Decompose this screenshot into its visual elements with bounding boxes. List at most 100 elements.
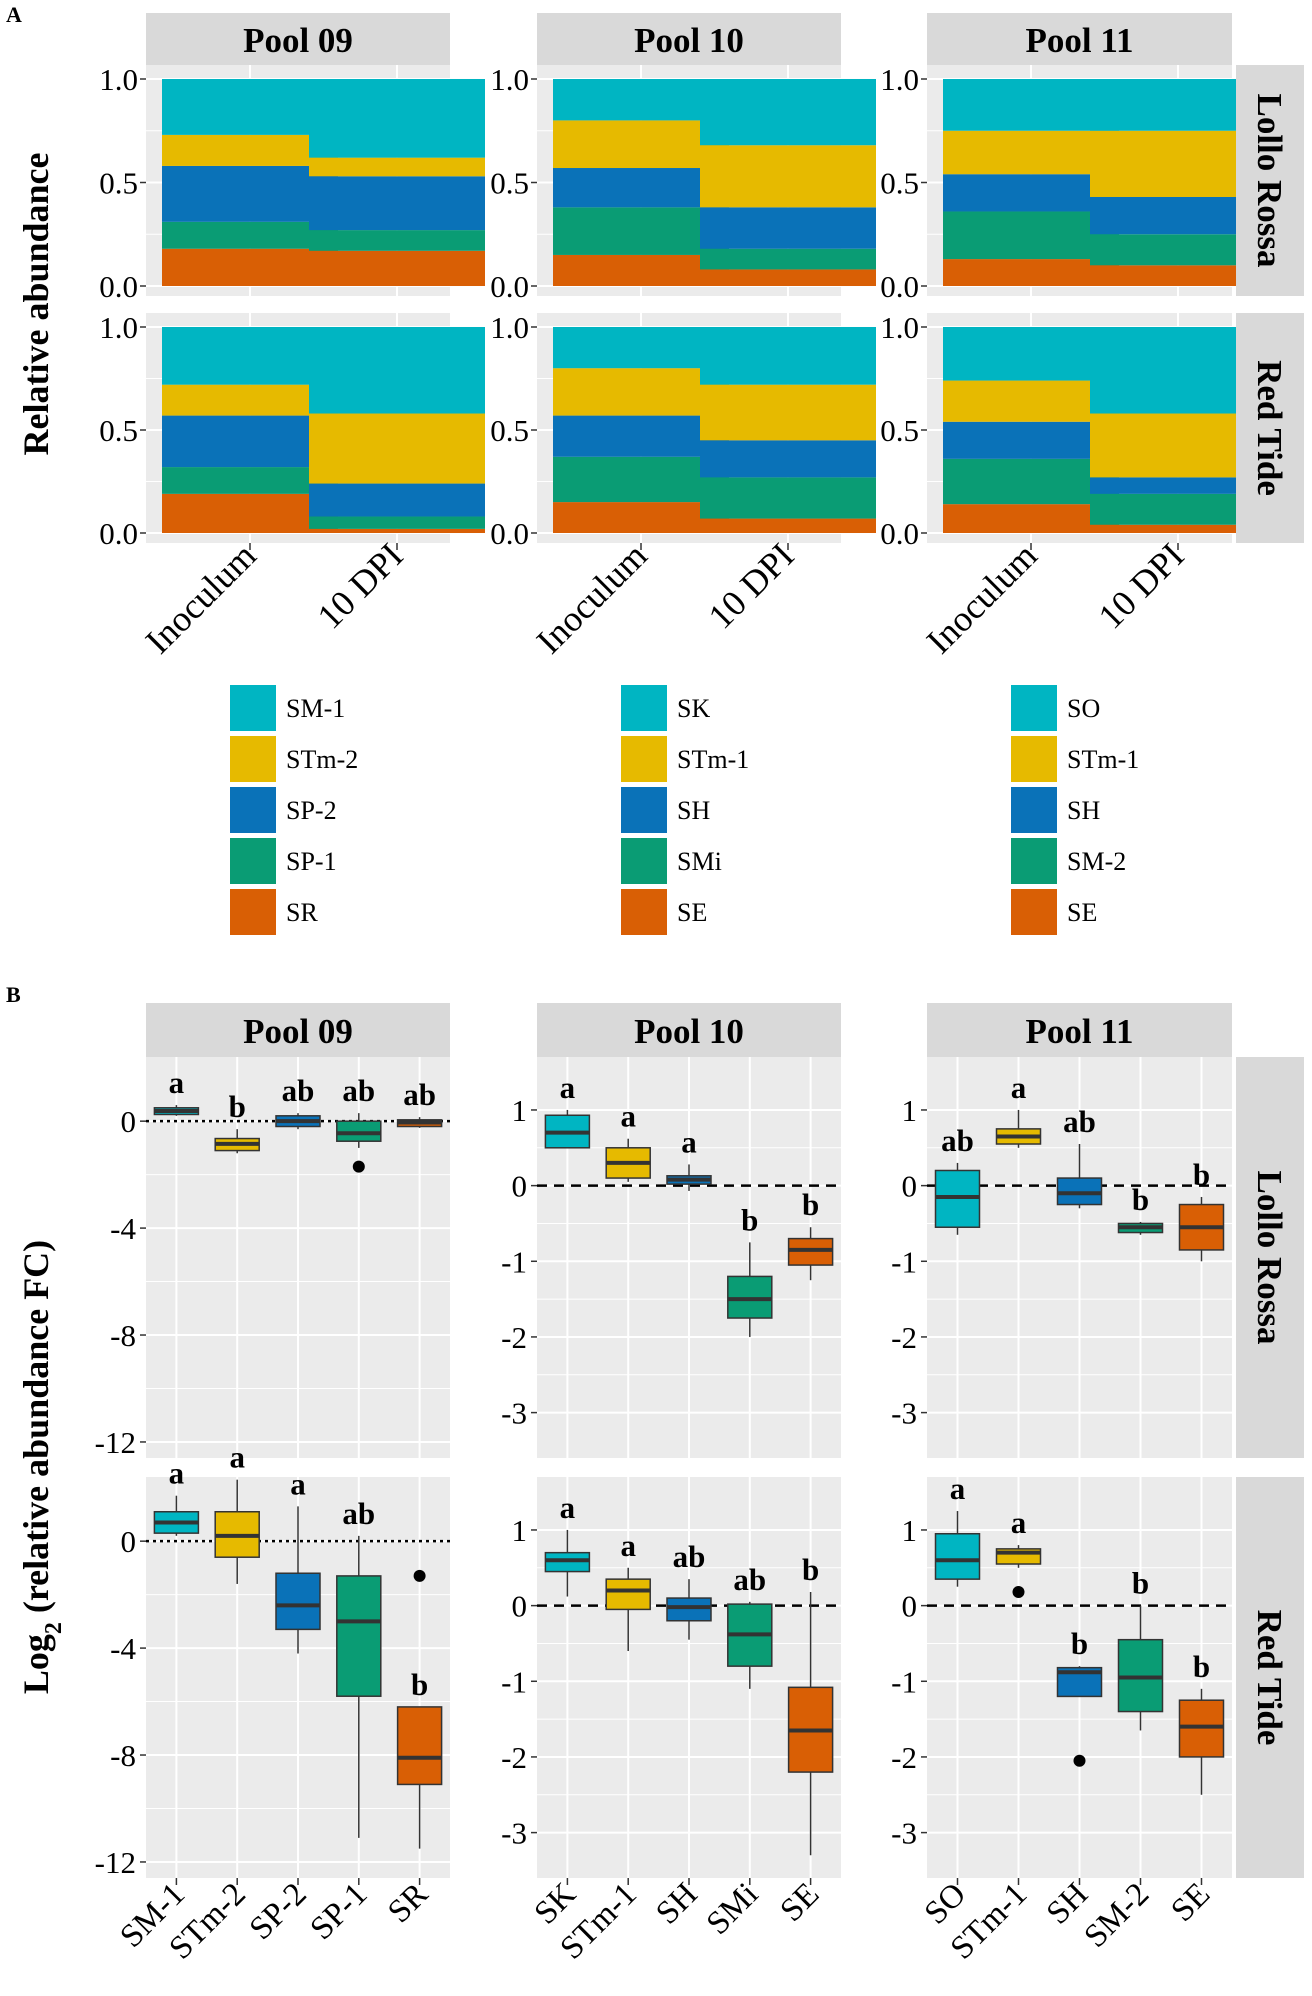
significance-label: a [1011,1505,1027,1540]
y-tick-label: 1 [512,1093,528,1128]
bar-segment-STm-1 [700,384,876,441]
significance-label: ab [342,1073,375,1108]
significance-label: ab [342,1496,375,1531]
y-tick-label: 1.0 [880,310,919,345]
x-tick-label: SP-1 [304,1876,375,1947]
significance-label: a [229,1440,245,1475]
significance-label: b [411,1667,428,1702]
bar-segment-SH [700,207,876,249]
y-tick-label: 0.5 [880,413,919,448]
legend-label: STm-1 [677,745,749,774]
outlier-point [413,1569,426,1582]
legend-label: STm-1 [1067,745,1139,774]
legend-swatch-STm-1 [1011,736,1057,782]
bar-segment-SE [700,518,876,533]
y-tick-label: 1 [902,1513,918,1548]
bar-segment-SM-2 [943,211,1119,260]
x-tick-label: 10 DPI [1091,535,1192,636]
bar-segment-SH [943,421,1119,459]
y-tick-label: -3 [501,1396,527,1431]
x-tick-label: 10 DPI [310,535,411,636]
bar-segment-STm-2 [309,157,485,177]
legend-swatch-SMi [621,838,667,884]
y-tick-label: 0 [512,1169,528,1204]
significance-label: a [169,1065,185,1100]
panel-a-letter: A [6,2,22,27]
bar-segment-SM-2 [943,458,1119,505]
bar-segment-SP-2 [309,483,485,517]
bar-segment-STm-1 [553,120,729,169]
bar-segment-STm-1 [943,380,1119,422]
box-SH [666,1597,712,1622]
box-SR [396,1706,443,1786]
bar-segment-SP-1 [162,221,338,249]
strip-right-b [1236,1477,1304,1878]
y-tick-label: 0.0 [99,269,138,304]
bar-segment-SE [943,259,1119,286]
bar-segment-SMi [700,248,876,270]
strip-right-a [1236,65,1304,296]
row-strip-label: Red Tide [1250,360,1289,496]
legend-label: SH [1067,796,1100,825]
legend-swatch-SK [621,685,667,731]
legend-swatch-STm-1 [621,736,667,782]
significance-label: a [620,1528,636,1563]
bar-segment-SH [943,174,1119,212]
x-tick-label: SMi [700,1876,766,1942]
pool-title-b: Pool 10 [634,1012,744,1051]
bar-segment-STm-2 [309,413,485,484]
y-tick-label: 0.5 [99,166,138,201]
pool-title-b: Pool 09 [243,1012,353,1051]
y-tick-label: 0.0 [99,516,138,551]
y-tick-label: 0.0 [490,516,529,551]
bar-segment-SH [553,168,729,208]
box-SO [934,1532,981,1580]
y-axis-title-main: Log [16,1634,56,1694]
bar-segment-SH [700,440,876,478]
y-tick-label: 0 [512,1589,528,1624]
y-tick-label: 1.0 [880,62,919,97]
legend-swatch-SR [230,889,276,935]
row-strip-label: Lollo Rossa [1250,93,1289,267]
y-tick-label: 0.5 [490,166,529,201]
bar-segment-SE [553,502,729,533]
legend-label: SMi [677,847,722,876]
y-tick-label: -3 [891,1396,917,1431]
bar-segment-SE [943,504,1119,533]
bar-segment-SP-2 [309,176,485,231]
y-tick-label: -4 [110,1631,136,1666]
x-tick-label: Inoculum [919,535,1045,661]
y-tick-label: -3 [891,1816,917,1851]
x-tick-label: Inoculum [529,535,655,661]
y-tick-label: 0.5 [880,166,919,201]
bar-segment-SH [1090,477,1266,494]
significance-label: ab [403,1077,436,1112]
bar-segment-SMi [553,456,729,503]
significance-label: a [169,1456,185,1491]
bar-segment-SMi [553,207,729,255]
significance-label: a [560,1490,576,1525]
bar-segment-SP-1 [309,516,485,529]
significance-label: a [620,1099,636,1134]
bar-segment-SE [700,269,876,286]
y-axis-title-b: Log2 (relative abundance FC) [16,1240,67,1694]
y-tick-label: -1 [501,1244,527,1279]
outlier-point [1012,1586,1025,1599]
legend-label: SH [677,796,710,825]
strip-top-b-3 [927,1003,1232,1057]
bar-segment-STm-1 [943,130,1119,175]
pool-title-a: Pool 11 [1026,21,1134,60]
bar-segment-SK [700,327,876,385]
panel-b-letter: B [6,982,21,1007]
y-tick-label: 0.5 [490,413,529,448]
strip-right-a [1236,313,1304,543]
significance-label: a [950,1471,966,1506]
strip-top-a-3 [927,13,1232,66]
bar-segment-SMi [700,477,876,519]
bar-segment-SR [162,493,338,533]
significance-label: ab [673,1539,706,1574]
bar-segment-SR [309,250,485,286]
legend-swatch-SE [1011,889,1057,935]
y-tick-label: -1 [501,1664,527,1699]
